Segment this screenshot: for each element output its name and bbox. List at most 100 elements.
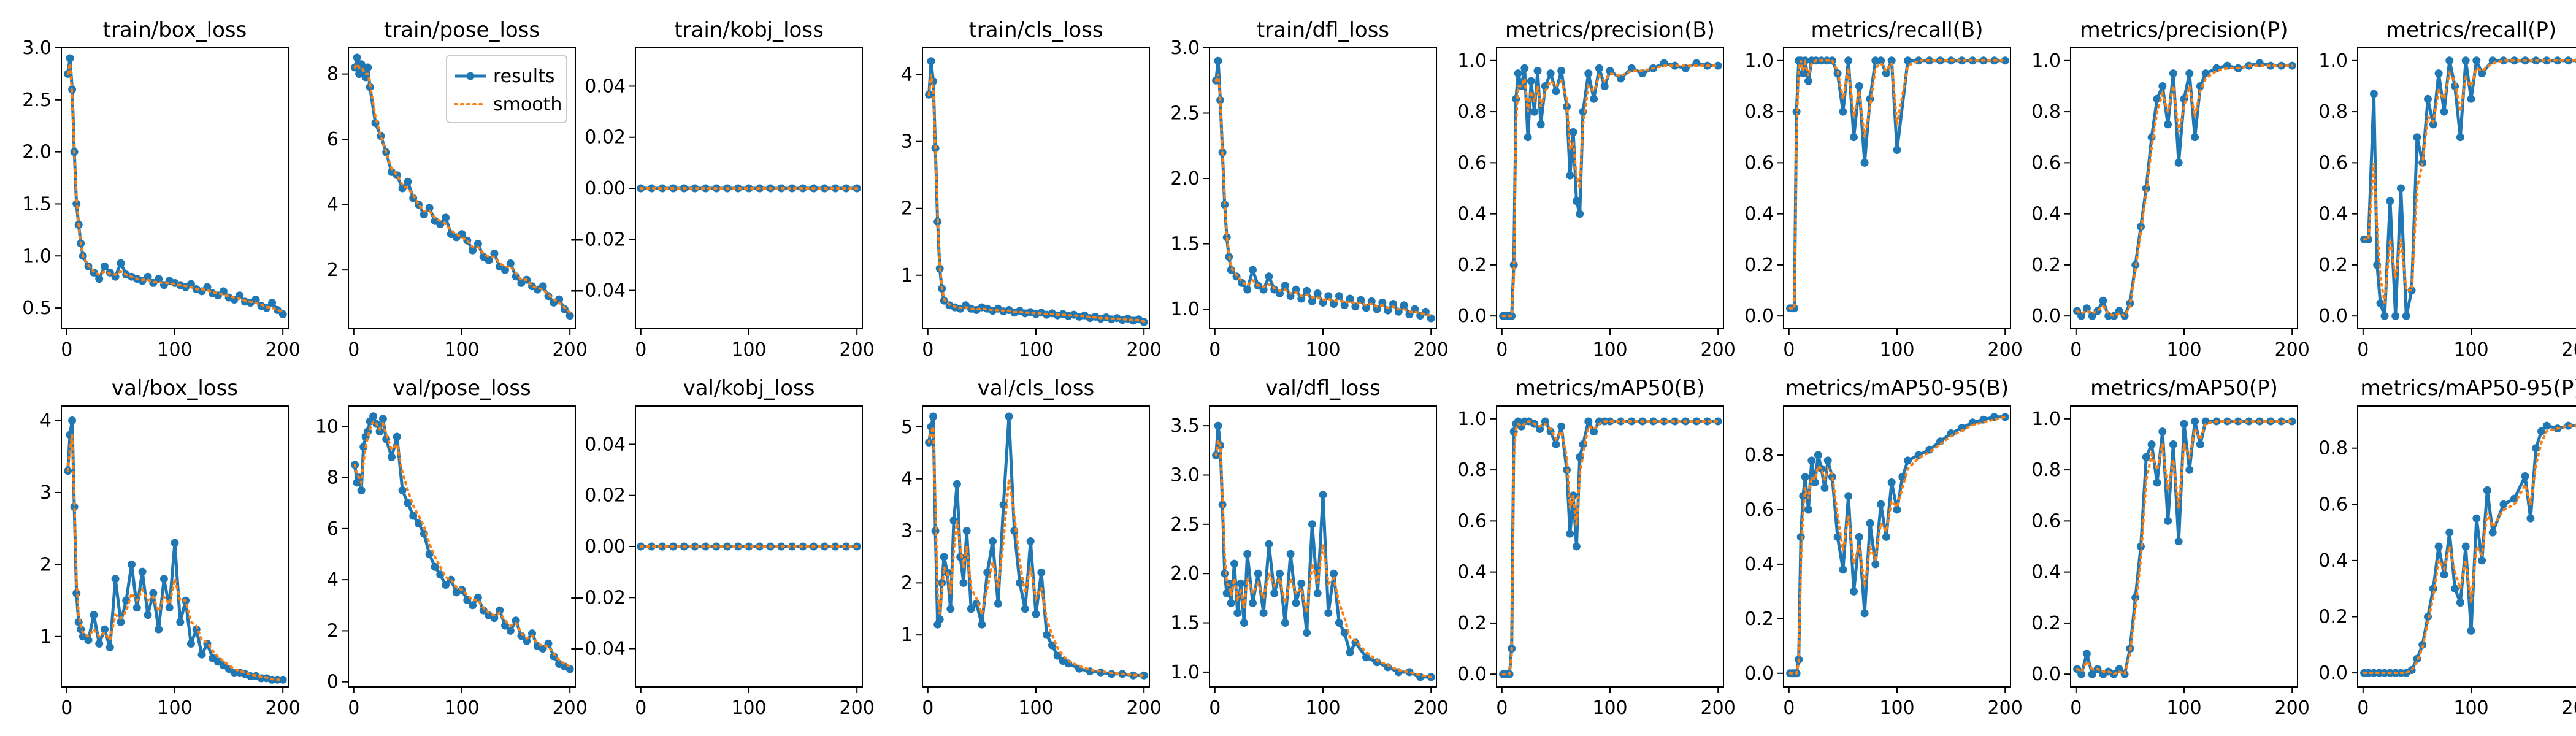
series-results-point: [1230, 559, 1238, 568]
series-results-point: [1882, 69, 1890, 78]
series-results-point: [2440, 107, 2448, 116]
series-results-point: [138, 567, 147, 576]
y-tick-label: 3.0: [22, 37, 52, 59]
y-tick-label: 0.8: [1744, 101, 1774, 123]
series-results-point: [2191, 417, 2199, 426]
series-results-point: [2180, 420, 2188, 428]
y-tick-label: 0.2: [1457, 613, 1487, 634]
y-tick-label: 0.2: [1744, 255, 1774, 276]
series-results-point: [1265, 272, 1273, 281]
series-results-point: [2451, 585, 2459, 593]
series-results-point: [1313, 589, 1322, 597]
x-tick-label: 0: [922, 697, 933, 719]
series-results-point: [1214, 56, 1222, 65]
y-tick-label: 0.0: [1744, 663, 1774, 684]
series-results-line: [1790, 59, 2006, 310]
y-tick-label: 5: [901, 416, 913, 438]
series-results-point: [1053, 651, 1062, 660]
series-smooth-line: [2363, 424, 2576, 675]
series-results-point: [2467, 626, 2475, 635]
series-results-point: [555, 295, 564, 304]
series-results-point: [2077, 312, 2086, 320]
y-tick-label: 0.8: [2318, 438, 2348, 459]
series-smooth-line: [353, 419, 572, 668]
y-tick-label: 6: [327, 518, 339, 540]
y-tick-label: 0.8: [2031, 101, 2061, 123]
series-results-point: [1340, 629, 1349, 637]
y-tick-label: 0.0: [2318, 662, 2348, 684]
series-results-point: [927, 57, 935, 66]
series-results-point: [1811, 478, 1819, 486]
y-tick-label: 0.6: [2318, 494, 2348, 515]
series-results-point: [1576, 210, 1584, 218]
series-results-point: [1866, 519, 1874, 527]
panel-metrics-map50-95-b: metrics/mAP50-95(B) 0 100 200 0.0 0.2 0.4 0.6 0.…: [1744, 376, 2023, 719]
panel-metrics-map50-p: metrics/mAP50(P) 0 100 200 0.0 0.2 0.4 0.6 0.8 1.…: [2031, 376, 2310, 719]
series-results-point: [1292, 599, 1300, 607]
series-results-point: [962, 527, 971, 535]
panel-title: metrics/precision(P): [2080, 18, 2288, 42]
y-tick-label: 2.5: [1170, 103, 1200, 125]
x-tick-label: 200: [266, 339, 301, 361]
axes-frame: [2357, 47, 2576, 329]
series-results-point: [1572, 542, 1581, 551]
series-results-point: [2407, 286, 2416, 294]
series-results-point: [1303, 286, 1311, 295]
y-tick-label: 1.5: [1170, 234, 1200, 255]
y-tick-label: 0.4: [1744, 204, 1774, 225]
y-tick-label: 0.0: [2318, 305, 2348, 327]
series-results-point: [1855, 82, 1863, 90]
x-tick-label: 200: [1701, 339, 1736, 361]
x-tick-label: 200: [2562, 339, 2576, 361]
series-results-point: [1362, 304, 1370, 312]
series-results-point: [1882, 532, 1890, 541]
y-tick-label: 0.2: [1744, 608, 1774, 630]
series-results-point: [159, 575, 168, 583]
series-results-point: [2201, 417, 2210, 426]
y-tick-label: 2: [327, 259, 339, 281]
y-tick-label: 0.04: [585, 434, 626, 455]
series-results-point: [469, 246, 477, 255]
y-tick-label: 0.0: [1744, 305, 1774, 327]
series-results-point: [2434, 69, 2443, 78]
series-results-point: [1527, 77, 1535, 85]
series-results-point: [2147, 440, 2156, 448]
axes-frame: [1496, 405, 1724, 688]
series-results-point: [95, 640, 104, 648]
series-results-point: [2277, 417, 2286, 426]
series-results-point: [2472, 56, 2481, 65]
y-tick-label: 0.6: [2031, 510, 2061, 532]
x-tick-label: 200: [840, 339, 875, 361]
y-tick-label: 0.6: [1457, 152, 1487, 174]
series-results-point: [1660, 417, 1668, 426]
series-results-point: [2376, 299, 2385, 307]
series-results-point: [1319, 491, 1327, 499]
series-results-point: [2434, 542, 2443, 551]
x-tick-label: 100: [1018, 697, 1053, 719]
x-tick-label: 0: [348, 697, 359, 719]
series-results-line: [2364, 424, 2576, 675]
x-tick-label: 0: [1209, 339, 1221, 361]
series-smooth-line: [353, 61, 572, 314]
y-tick-label: 4: [327, 194, 339, 216]
panel-train-box-loss: train/box_loss 0 100 200 0.5 1.0 1.5 2.0 2.5 3.0: [22, 18, 301, 361]
series-smooth-line: [927, 74, 1146, 323]
panel-title: metrics/mAP50-95(P): [2360, 376, 2576, 401]
series-results-point: [2191, 133, 2199, 142]
x-tick-label: 200: [1414, 339, 1449, 361]
series-results-point: [2234, 417, 2242, 426]
series-results-point: [70, 502, 79, 511]
series-results-point: [1533, 67, 1542, 75]
series-results-point: [1860, 609, 1869, 618]
series-results-point: [702, 542, 710, 551]
series-results-point: [1389, 300, 1397, 308]
panel-metrics-recall-b: metrics/recall(B) 0 100 200 0.0 0.2 0.4 0.6 0.8 1…: [1744, 18, 2023, 361]
series-results-point: [2153, 478, 2161, 487]
series-results-point: [2082, 304, 2091, 313]
series-smooth-line: [66, 63, 285, 313]
y-tick-label: 10: [315, 416, 339, 437]
series-results-point: [1801, 473, 1809, 481]
series-results-point: [989, 537, 997, 545]
y-tick-label: 2: [40, 554, 52, 575]
